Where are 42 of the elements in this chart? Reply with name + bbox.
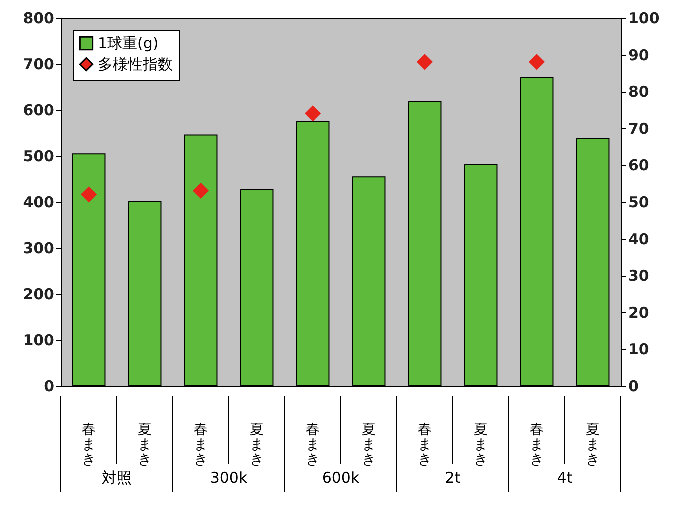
y-tick-label: 200 <box>23 286 54 304</box>
x-tick-label: 夏まき <box>474 422 488 468</box>
y2-tick-label: 100 <box>628 10 660 28</box>
legend-label: 多様性指数 <box>98 56 173 74</box>
text: 2t <box>445 469 461 487</box>
y2-tick-label: 70 <box>628 120 650 138</box>
x-tick-label: 夏まき <box>138 422 152 468</box>
legend-label: 1球重(g) <box>98 34 159 52</box>
y2-tick-label: 90 <box>628 46 650 64</box>
y-tick-label: 300 <box>23 240 54 258</box>
text: 600k <box>322 469 360 487</box>
text: 対照 <box>102 469 132 487</box>
y-tick-label: 100 <box>23 332 54 350</box>
x-tick-label: 夏まき <box>362 422 376 468</box>
y2-tick-label: 10 <box>628 340 650 359</box>
y2-tick-label: 60 <box>628 156 650 175</box>
point <box>304 106 322 122</box>
x-tick-label: 夏まき <box>586 422 600 468</box>
y2-tick-label: 20 <box>628 304 650 322</box>
y-tick-label: 800 <box>23 10 54 28</box>
x-tick-label: 春まき <box>418 422 432 468</box>
x-tick-label: 夏まき <box>250 422 264 468</box>
text: 4t <box>557 469 573 487</box>
x-tick-label: 春まき <box>194 422 208 468</box>
point <box>416 54 434 70</box>
point <box>80 186 98 203</box>
y2-tick-label: 30 <box>628 267 650 286</box>
y-tick-label: 400 <box>23 194 54 212</box>
y2-tick-label: 80 <box>628 83 650 102</box>
point <box>528 54 546 70</box>
x-tick-label: 春まき <box>530 422 544 468</box>
y-tick-label: 500 <box>23 148 54 166</box>
point <box>192 182 210 200</box>
y2-tick-label: 40 <box>628 230 650 248</box>
text: 300k <box>210 469 248 487</box>
y-tick-label: 600 <box>23 102 54 120</box>
y2-tick-label: 0 <box>628 378 639 396</box>
y2-tick-label: 50 <box>628 194 650 212</box>
y-tick-label: 0 <box>44 378 54 396</box>
x-tick-label: 春まき <box>82 422 96 468</box>
x-tick-label: 春まき <box>306 422 320 468</box>
y-tick-label: 700 <box>23 56 54 74</box>
